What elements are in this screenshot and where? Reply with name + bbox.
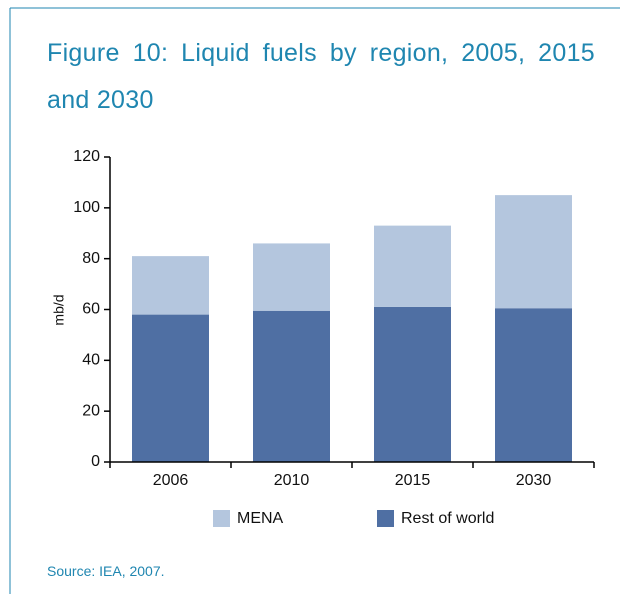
bar-segment (253, 243, 330, 311)
legend-label: MENA (237, 510, 284, 527)
bar-segment (132, 256, 209, 315)
bar-segment (132, 314, 209, 462)
y-tick-label: 80 (82, 250, 100, 267)
y-tick-label: 60 (82, 301, 100, 318)
x-tick-label: 2010 (274, 472, 310, 489)
bar-segment (495, 195, 572, 309)
legend-swatch (213, 510, 230, 527)
bar-segment (253, 310, 330, 462)
y-tick-label: 20 (82, 402, 100, 419)
y-tick-label: 0 (91, 453, 100, 470)
bar-segment (495, 308, 572, 462)
y-tick-label: 120 (73, 148, 100, 165)
x-tick-label: 2030 (516, 472, 552, 489)
legend-swatch (377, 510, 394, 527)
y-tick-label: 40 (82, 352, 100, 369)
bar-segment (374, 225, 451, 307)
bar-segment (374, 306, 451, 462)
y-tick-label: 100 (73, 199, 100, 216)
x-tick-label: 2015 (395, 472, 431, 489)
source-note: Source: IEA, 2007. (47, 563, 165, 579)
x-tick-label: 2006 (153, 472, 189, 489)
chart-title: Figure 10: Liquid fuels by region, 2005,… (47, 39, 595, 114)
legend-label: Rest of world (401, 510, 494, 527)
y-axis-label: mb/d (51, 294, 67, 325)
